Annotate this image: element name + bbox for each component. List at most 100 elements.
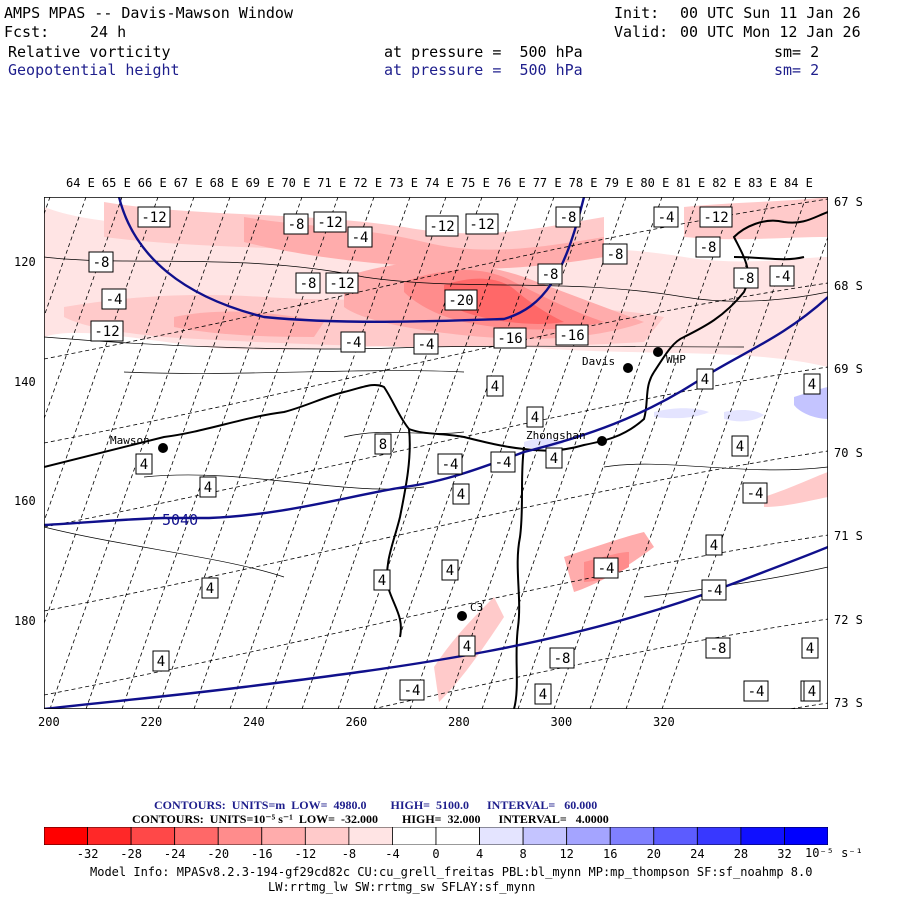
contour-label: -4 xyxy=(495,455,512,471)
longitude-label: 66 E xyxy=(137,176,167,190)
colorbar xyxy=(44,827,828,845)
contour-label-box xyxy=(803,373,821,395)
contour-label: 4 xyxy=(446,563,454,579)
longitude-label: 74 E xyxy=(425,176,454,190)
contour-label-box xyxy=(325,272,359,294)
y-axis-tick-label: 160 xyxy=(14,494,36,508)
colorbar-label: 12 xyxy=(559,847,574,861)
parallel-line xyxy=(44,282,828,444)
latitude-label: 70 S xyxy=(834,445,863,460)
contour-label: -20 xyxy=(448,293,473,309)
valid-time: 00 UTC Mon 12 Jan 26 xyxy=(680,23,861,41)
contour-label-box xyxy=(537,263,563,285)
colorbar-cell xyxy=(784,827,828,845)
field-geopotential: Geopotential height xyxy=(8,61,180,79)
x-axis-tick-label: 220 xyxy=(140,715,163,729)
colorbar-label: -28 xyxy=(120,847,142,861)
contour-label: 4 xyxy=(157,654,165,670)
contour-label-box xyxy=(731,435,749,457)
y-axis-tick-label: 120 xyxy=(14,255,36,269)
x-axis-tick-label: 320 xyxy=(653,715,675,729)
contour-label-box xyxy=(441,559,459,581)
contour-label: -12 xyxy=(469,217,494,233)
contour-label: 4 xyxy=(378,573,386,589)
contour-label: -4 xyxy=(747,486,764,502)
contour-label-box xyxy=(602,243,628,265)
colorbar-cell xyxy=(261,827,306,845)
contour-label-box xyxy=(549,647,575,669)
contour-label: -4 xyxy=(404,683,421,699)
contour-label-box xyxy=(801,637,819,659)
contour-label-box xyxy=(313,211,347,233)
parallel-line xyxy=(44,450,828,612)
contour-label-box xyxy=(701,579,727,601)
colorbar-cell xyxy=(435,827,480,845)
x-axis-tick-label: 260 xyxy=(345,715,368,729)
station-mawson-label: Mawson xyxy=(110,434,150,447)
contour-label: 4 xyxy=(491,379,499,395)
smoothing-vorticity: sm= 2 xyxy=(774,43,820,61)
contour-label-box xyxy=(465,213,499,235)
x-axis-ticks: 200 220 240 260 280 300 320 xyxy=(0,716,900,732)
contour-label-box xyxy=(88,251,114,273)
latitude-labels: 67 S 68 S 69 S 70 S 71 S 72 S 73 S xyxy=(834,190,894,720)
contour-label: 4 xyxy=(463,639,471,655)
colorbar-cell xyxy=(566,827,611,845)
contour-label-box xyxy=(399,679,425,701)
latitude-label: 68 S xyxy=(834,278,863,293)
contour-label-box xyxy=(444,289,478,311)
colorbar-labels: -32 -28 -24 -20 -16 -12 -8 -4 0 4 8 12 16 20 24 28 32 xyxy=(0,848,900,862)
contour-label-box xyxy=(534,683,552,705)
longitude-label: 67 E xyxy=(173,176,203,190)
contour-label: -12 xyxy=(94,324,119,340)
station-zhongshan-label: Zhongshan xyxy=(526,429,586,442)
latitude-label: 69 S xyxy=(834,362,863,376)
contour-label: 4 xyxy=(806,641,814,657)
contour-label: 4 xyxy=(206,581,214,597)
longitude-label: 84 E xyxy=(784,176,813,190)
contour-label-box xyxy=(458,635,476,657)
contour-label: -12 xyxy=(703,210,728,226)
contour-label-box xyxy=(653,206,679,228)
station-davis-label: Davis xyxy=(582,355,615,368)
contour-label: -8 xyxy=(288,217,305,233)
colorbar-cell xyxy=(348,827,393,845)
contour-label-box xyxy=(555,206,581,228)
stations: Mawson Davis WHP Zhongshan C3 xyxy=(110,347,686,621)
contour-label: 4 xyxy=(140,457,148,473)
longitude-label: 75 E xyxy=(460,176,490,190)
contour-label-box xyxy=(283,213,309,235)
contour-label: -8 xyxy=(607,247,624,263)
model-info-line1: Model Info: MPASv8.2.3-194-gf29cd82c CU:… xyxy=(90,865,813,879)
pressure-vorticity: at pressure = 500 hPa xyxy=(384,43,583,61)
colorbar-cell xyxy=(130,827,176,845)
longitude-label: 81 E xyxy=(676,176,706,190)
colorbar-label: 0 xyxy=(432,847,440,861)
contour-label-box xyxy=(437,453,463,475)
contour-label: -16 xyxy=(497,331,522,347)
contour-label-box xyxy=(135,453,153,475)
latitude-label: 73 S xyxy=(834,696,863,710)
valid-label: Valid: xyxy=(614,23,669,41)
contour-label: -4 xyxy=(748,684,765,700)
colorbar-label: -12 xyxy=(294,847,317,861)
colorbar-cell xyxy=(44,827,88,845)
colorbar-cell xyxy=(87,827,132,845)
contour-label-box xyxy=(373,569,391,591)
colorbar-label: 8 xyxy=(519,847,527,861)
station-whp-marker xyxy=(653,347,663,357)
vorticity-shading xyxy=(44,197,828,702)
contour-label: -12 xyxy=(317,215,342,231)
forecast-label: Fcst: xyxy=(4,23,50,41)
model-info-line2: LW:rrtmg_lw SW:rrtmg_sw SFLAY:sf_mynn xyxy=(268,880,536,894)
longitude-label: 65 E xyxy=(101,176,131,190)
contour-label: 4 xyxy=(808,377,816,393)
colorbar-label: 20 xyxy=(646,847,662,861)
x-axis-tick-label: 200 xyxy=(38,715,60,729)
contour-label: 4 xyxy=(550,451,558,467)
contour-label: 4 xyxy=(531,410,539,426)
contour-label: -8 xyxy=(710,641,727,657)
latitude-label: 67 S xyxy=(834,195,863,209)
parallel-line xyxy=(370,618,828,709)
longitude-label: 69 E xyxy=(245,176,275,190)
